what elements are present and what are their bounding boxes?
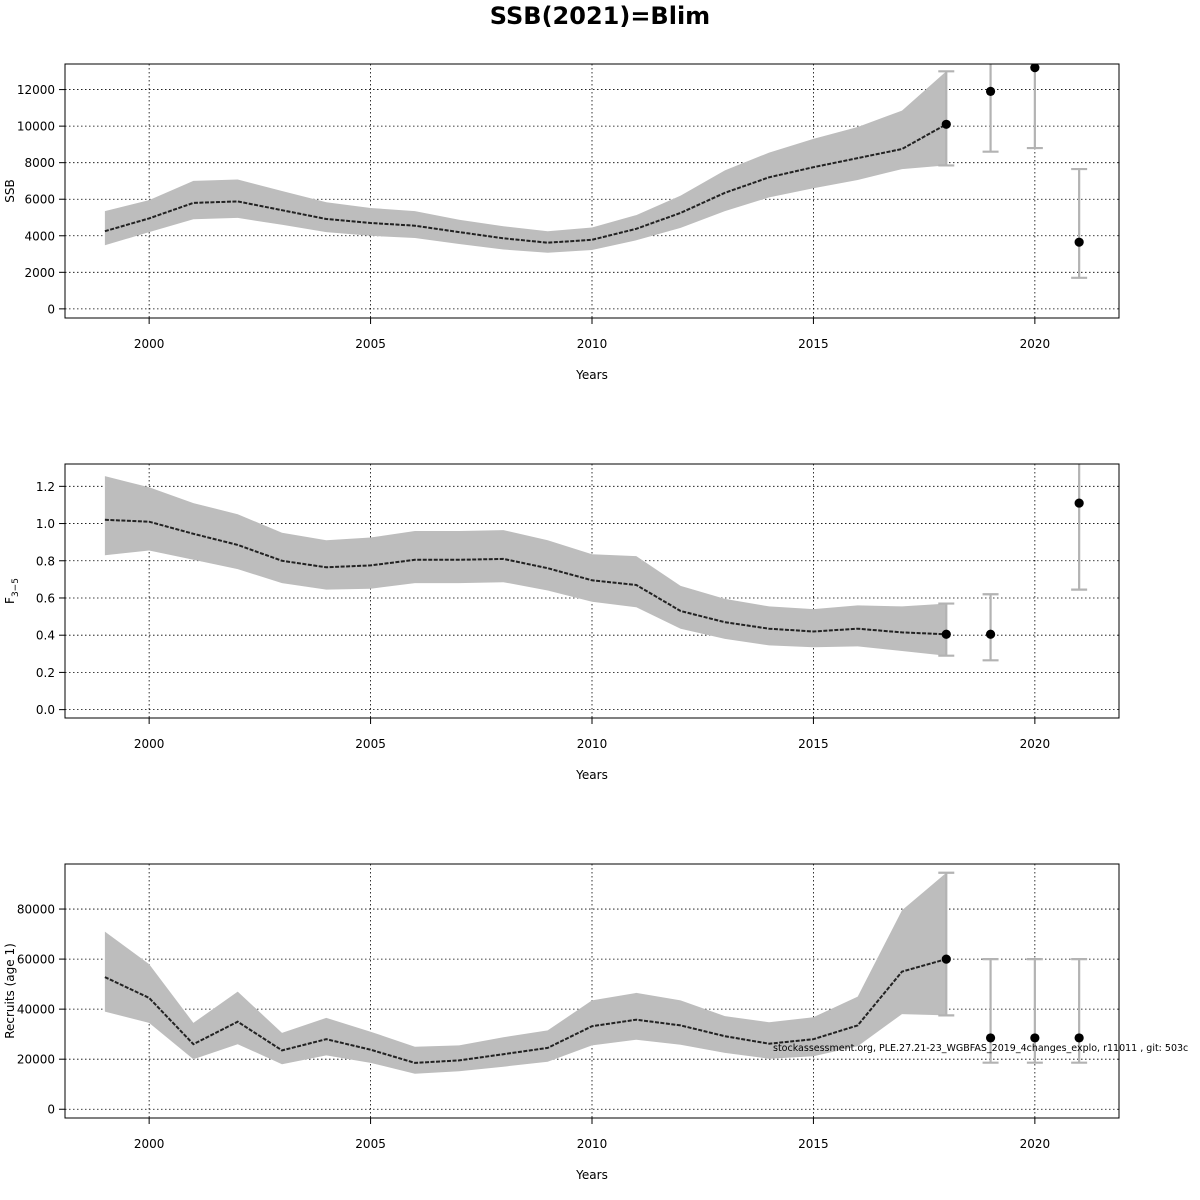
y-tick-label: 60000 <box>17 953 55 967</box>
panel-1: 2000 2005 2010 2015 2020 0 2000 4000 6000 8000 100… <box>3 63 1120 382</box>
y-tick-label: 0.2 <box>36 666 55 680</box>
y-tick-label: 0 <box>47 302 55 316</box>
x-tick-label: 2015 <box>798 737 829 751</box>
x-tick-label: 2000 <box>134 737 165 751</box>
data-point <box>1030 1033 1040 1043</box>
y-tick-label: 6000 <box>24 193 55 207</box>
y-tick-label: 0.8 <box>36 554 55 568</box>
y-tick-label: 8000 <box>24 156 55 170</box>
x-tick-label: 2005 <box>355 737 386 751</box>
data-point <box>1030 64 1040 73</box>
footnote: stockassessment.org, PLE.27.21-23_WGBFAS… <box>773 1043 1188 1054</box>
x-tick-label: 2010 <box>577 1137 608 1151</box>
y-tick-label: 0.6 <box>36 591 55 605</box>
y-tick-label: 0.4 <box>36 629 55 643</box>
estimate-line <box>104 518 947 636</box>
x-tick-label: 2020 <box>1020 737 1051 751</box>
data-point <box>1074 237 1084 247</box>
data-point <box>1074 498 1084 508</box>
y-axis-label-subscript: 3−5 <box>11 578 21 597</box>
y-axis-label: SSB <box>3 179 17 202</box>
data-point <box>941 954 951 964</box>
data-point <box>1074 1033 1084 1043</box>
y-axis-label: F3−5 <box>3 578 21 604</box>
x-tick-label: 2010 <box>577 737 608 751</box>
plot-area <box>65 64 1119 318</box>
panel-2: 2000 2005 2010 2015 2020 0.0 0.2 0.4 0.6 0.8 1.0 1.… <box>3 463 1120 782</box>
plot-area <box>65 864 1119 1118</box>
y-tick-label: 80000 <box>17 903 55 917</box>
y-tick-label: 4000 <box>24 229 55 243</box>
y-tick-label: 10000 <box>17 120 55 134</box>
y-tick-label: 1.2 <box>36 480 55 494</box>
x-tick-label: 2005 <box>355 1137 386 1151</box>
x-tick-label: 2005 <box>355 337 386 351</box>
x-tick-label: 2010 <box>577 337 608 351</box>
x-tick-label: 2015 <box>798 337 829 351</box>
confidence-band <box>104 872 947 1074</box>
y-tick-label: 40000 <box>17 1003 55 1017</box>
confidence-band <box>104 71 947 253</box>
y-tick-label: 12000 <box>17 83 55 97</box>
y-tick-label: 0.0 <box>36 703 55 717</box>
y-tick-label: 0 <box>47 1103 55 1117</box>
x-axis-label: Years <box>575 368 608 382</box>
estimate-line <box>104 123 947 244</box>
x-axis-label: Years <box>575 1168 608 1182</box>
data-point <box>985 86 996 97</box>
data-point <box>941 119 951 129</box>
x-axis-label: Years <box>575 768 608 782</box>
data-point <box>985 1033 996 1043</box>
x-tick-label: 2000 <box>134 1137 165 1151</box>
y-tick-label: 20000 <box>17 1053 55 1067</box>
panel-3: 2000 2005 2010 2015 2020 0 20000 40000 60000 8000… <box>3 863 1120 1182</box>
x-tick-label: 2020 <box>1020 1137 1051 1151</box>
panels: 2000 2005 2010 2015 2020 0 2000 4000 6000 8000 100… <box>3 63 1120 1182</box>
y-tick-label: 2000 <box>24 266 55 280</box>
data-point <box>985 629 996 639</box>
x-tick-label: 2015 <box>798 1137 829 1151</box>
plot-area <box>65 464 1119 718</box>
plot-frame <box>64 863 1120 1119</box>
y-axis-label: Recruits (age 1) <box>3 943 17 1039</box>
x-tick-label: 2000 <box>134 337 165 351</box>
main-title: SSB(2021)=Blim <box>490 2 710 30</box>
estimate-line <box>104 958 947 1064</box>
x-tick-label: 2020 <box>1020 337 1051 351</box>
confidence-band <box>104 476 947 656</box>
data-point <box>941 629 951 639</box>
y-tick-label: 1.0 <box>36 517 55 531</box>
